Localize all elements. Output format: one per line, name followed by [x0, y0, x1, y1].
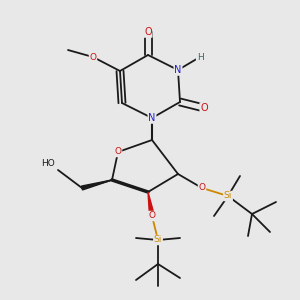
Polygon shape: [148, 192, 154, 216]
Text: N: N: [174, 65, 182, 75]
Text: O: O: [199, 184, 206, 193]
Text: HO: HO: [41, 160, 55, 169]
Text: Si: Si: [154, 236, 162, 244]
Text: N: N: [148, 113, 156, 123]
Text: O: O: [148, 212, 155, 220]
Text: O: O: [115, 148, 122, 157]
Text: O: O: [89, 52, 97, 62]
Polygon shape: [82, 180, 112, 190]
Text: O: O: [200, 103, 208, 113]
Text: O: O: [144, 27, 152, 37]
Text: H: H: [196, 52, 203, 62]
Text: Si: Si: [224, 191, 232, 200]
